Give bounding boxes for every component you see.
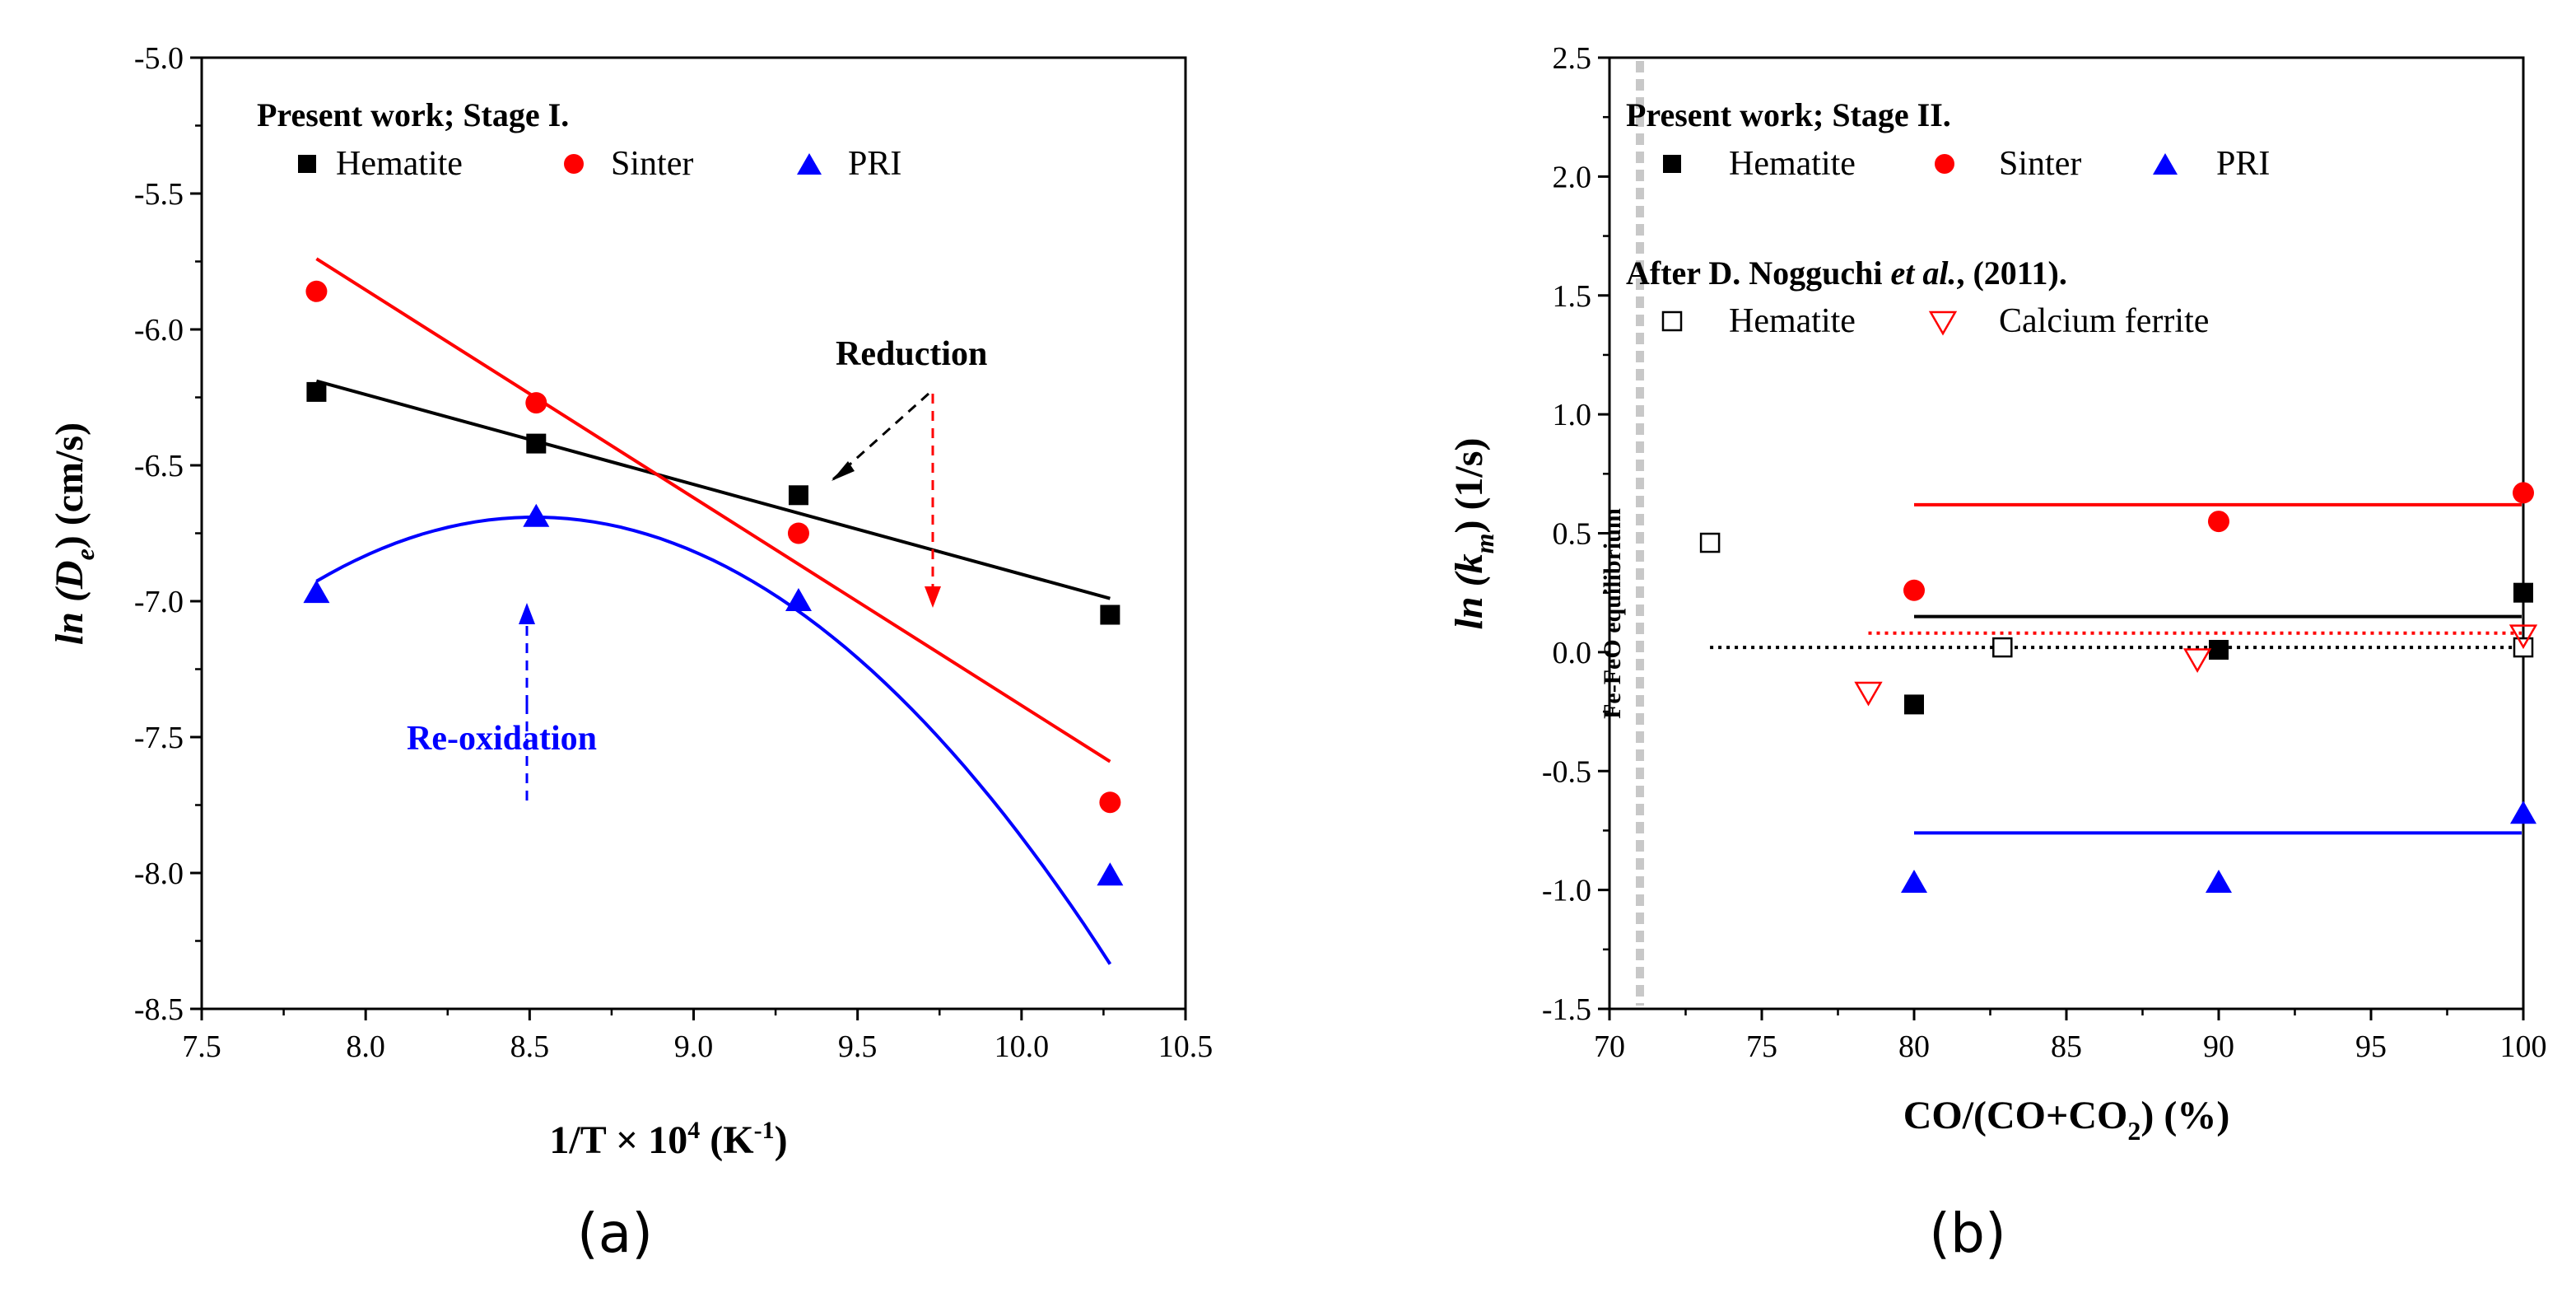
panel-b-legend-pri-marker — [2153, 153, 2178, 175]
panel-a-point-hematite — [526, 433, 547, 454]
panel-b-x-tick-label: 75 — [1746, 1029, 1777, 1064]
panel-b-point-calcium-ferrite-nogguchi — [1854, 681, 1883, 707]
panel-a-point-pri — [303, 580, 330, 604]
panel-b-legend-calcium-ferrite-marker — [1928, 310, 1958, 336]
panel-a-x-tick-label: 10.0 — [995, 1029, 1050, 1064]
panel-a-x-axis-label: 1/T × 104 (K-1) — [549, 1117, 787, 1162]
panel-a-point-hematite — [1100, 604, 1120, 625]
panel-a-y-tick-label: -6.0 — [134, 313, 184, 348]
panel-b-point-calcium-ferrite-nogguchi — [2508, 624, 2538, 650]
panel-a-point-sinter — [305, 280, 328, 302]
panel-a-point-pri — [785, 588, 812, 611]
panel-a-y-tick-label: -7.5 — [134, 721, 184, 755]
panel-b-point-sinter — [2513, 482, 2534, 504]
panel-b-point-hematite — [2513, 582, 2533, 603]
panel-b-x-tick-label: 70 — [1594, 1029, 1625, 1064]
panel-b-y-tick-label: 0.0 — [1553, 636, 1592, 670]
panel-b-point-calcium-ferrite-nogguchi — [2182, 648, 2212, 674]
panel-a-point-pri — [523, 503, 550, 527]
fe-feo-equilibrium-label: Fe-FeO equilibrium — [1599, 508, 1626, 719]
panel-b-legend-pri: PRI — [2216, 145, 2270, 183]
reoxidation-arrow-head — [519, 603, 535, 624]
panel-a-y-tick-label: -5.5 — [134, 177, 184, 212]
panel-a-y-tick-label: -8.5 — [134, 992, 184, 1027]
panel-a-x-tick-label: 9.5 — [838, 1029, 878, 1064]
panel-a-fit-hematite — [315, 379, 1111, 600]
panel-b-y-tick-label: -1.5 — [1542, 992, 1591, 1027]
panel-a-chart: 7.5 8.0 8.5 9.0 9.5 10.0 10.5 -8.5 -8.0 -7.5 -7.0 -… — [48, 41, 1213, 1265]
panel-b-legend-hematite: Hematite — [1729, 145, 1856, 183]
reduction-arrow-black-head — [831, 461, 855, 481]
panel-b-x-tick-label: 90 — [2203, 1029, 2234, 1064]
panel-b-legend-hematite-marker — [1663, 155, 1681, 173]
panel-b-point-hematite-nogguchi — [1699, 532, 1721, 553]
panel-a-fit-sinter — [315, 257, 1111, 763]
panel-a-x-tick-label: 8.5 — [510, 1029, 550, 1064]
panel-b-point-pri — [1901, 869, 1927, 893]
panel-b-y-tick-label: 2.5 — [1553, 41, 1592, 76]
panel-b-legend-sinter-marker — [1935, 154, 1954, 174]
panel-b-y-tick-label: -0.5 — [1542, 754, 1591, 789]
panel-a-point-sinter — [787, 522, 809, 544]
panel-b-legend-sinter: Sinter — [1999, 145, 2081, 183]
panel-b-chart: 70 75 80 85 90 95 100 -1.5 -1.0 -0.5 0.0 0.5 1.0 1.5 2… — [1447, 41, 2547, 1265]
panel-a-point-hematite — [306, 381, 327, 402]
panel-b-caption: (b) — [1929, 1202, 2005, 1265]
panel-b-y-tick-label: 1.0 — [1553, 398, 1592, 432]
panel-a-legend-title: Present work; Stage I. — [257, 96, 569, 133]
reduction-arrow-red-head — [925, 586, 941, 608]
panel-b-legend-title-2: After D. Nogguchi et al., (2011). — [1626, 254, 2067, 292]
panel-a-y-tick-label: -7.0 — [134, 585, 184, 619]
panel-a-caption: (a) — [577, 1202, 653, 1265]
panel-b-x-tick-label: 85 — [2051, 1029, 2082, 1064]
panel-a-fit-pri — [315, 516, 1112, 965]
annotation-reoxidation: Re-oxidation — [407, 720, 597, 758]
panel-b-y-tick-label: 0.5 — [1553, 517, 1592, 552]
panel-a-x-tick-label: 8.0 — [346, 1029, 385, 1064]
annotation-reduction: Reduction — [836, 335, 987, 373]
panel-b-x-tick-label: 80 — [1898, 1029, 1930, 1064]
panel-b-point-hematite — [1904, 694, 1924, 715]
panel-b-point-pri — [2510, 801, 2536, 824]
panel-b-y-tick-label: -1.0 — [1542, 874, 1591, 908]
panel-a-x-tick-label: 10.5 — [1158, 1029, 1213, 1064]
panel-a-legend-hematite-marker — [298, 155, 316, 173]
panel-b-frame — [1608, 56, 2525, 1011]
panel-b-x-tick-label: 100 — [2500, 1029, 2547, 1064]
panel-b-point-hematite — [2209, 639, 2229, 660]
panel-a-x-tick-label: 9.0 — [674, 1029, 714, 1064]
panel-b-y-tick-label: 1.5 — [1553, 279, 1592, 314]
panel-b-y-axis-label: ln (km) (1/s) — [1447, 438, 1499, 630]
panel-b-legend-nogguchi-hematite-marker — [1661, 310, 1683, 332]
panel-b-point-sinter — [1903, 579, 1925, 601]
panel-a-y-tick-label: -5.0 — [134, 41, 184, 76]
panel-a-legend-pri: PRI — [848, 145, 901, 183]
panel-a-legend-hematite: Hematite — [336, 145, 463, 183]
panel-a-legend-sinter: Sinter — [611, 145, 693, 183]
panel-b-legend-nogguchi-hematite: Hematite — [1729, 302, 1856, 340]
panel-a-point-pri — [1097, 862, 1124, 886]
panel-b-point-sinter — [2208, 511, 2229, 533]
panel-b-y-tick-label: 2.0 — [1553, 160, 1592, 194]
panel-a-point-sinter — [1099, 791, 1121, 814]
panel-b-x-axis-label: CO/(CO+CO2) (%) — [1903, 1094, 2230, 1146]
panel-a-point-sinter — [525, 392, 547, 414]
panel-a-legend-sinter-marker — [564, 154, 584, 174]
panel-b-x-tick-label: 95 — [2355, 1029, 2387, 1064]
panel-a-legend-pri-marker — [797, 153, 822, 175]
panel-a-y-tick-label: -6.5 — [134, 449, 184, 483]
panel-b-point-hematite-nogguchi — [1992, 637, 2013, 658]
panel-b-legend-calcium-ferrite: Calcium ferrite — [1999, 302, 2209, 340]
panel-a-y-tick-label: -8.0 — [134, 857, 184, 891]
panel-a-x-tick-label: 7.5 — [182, 1029, 221, 1064]
panel-b-legend-title: Present work; Stage II. — [1626, 96, 1951, 133]
panel-a-frame — [200, 56, 1187, 1011]
panel-b-point-pri — [2206, 869, 2232, 893]
panel-a-point-hematite — [788, 485, 808, 506]
panel-a-y-axis-label: ln (De) (cm/s) — [48, 422, 100, 645]
